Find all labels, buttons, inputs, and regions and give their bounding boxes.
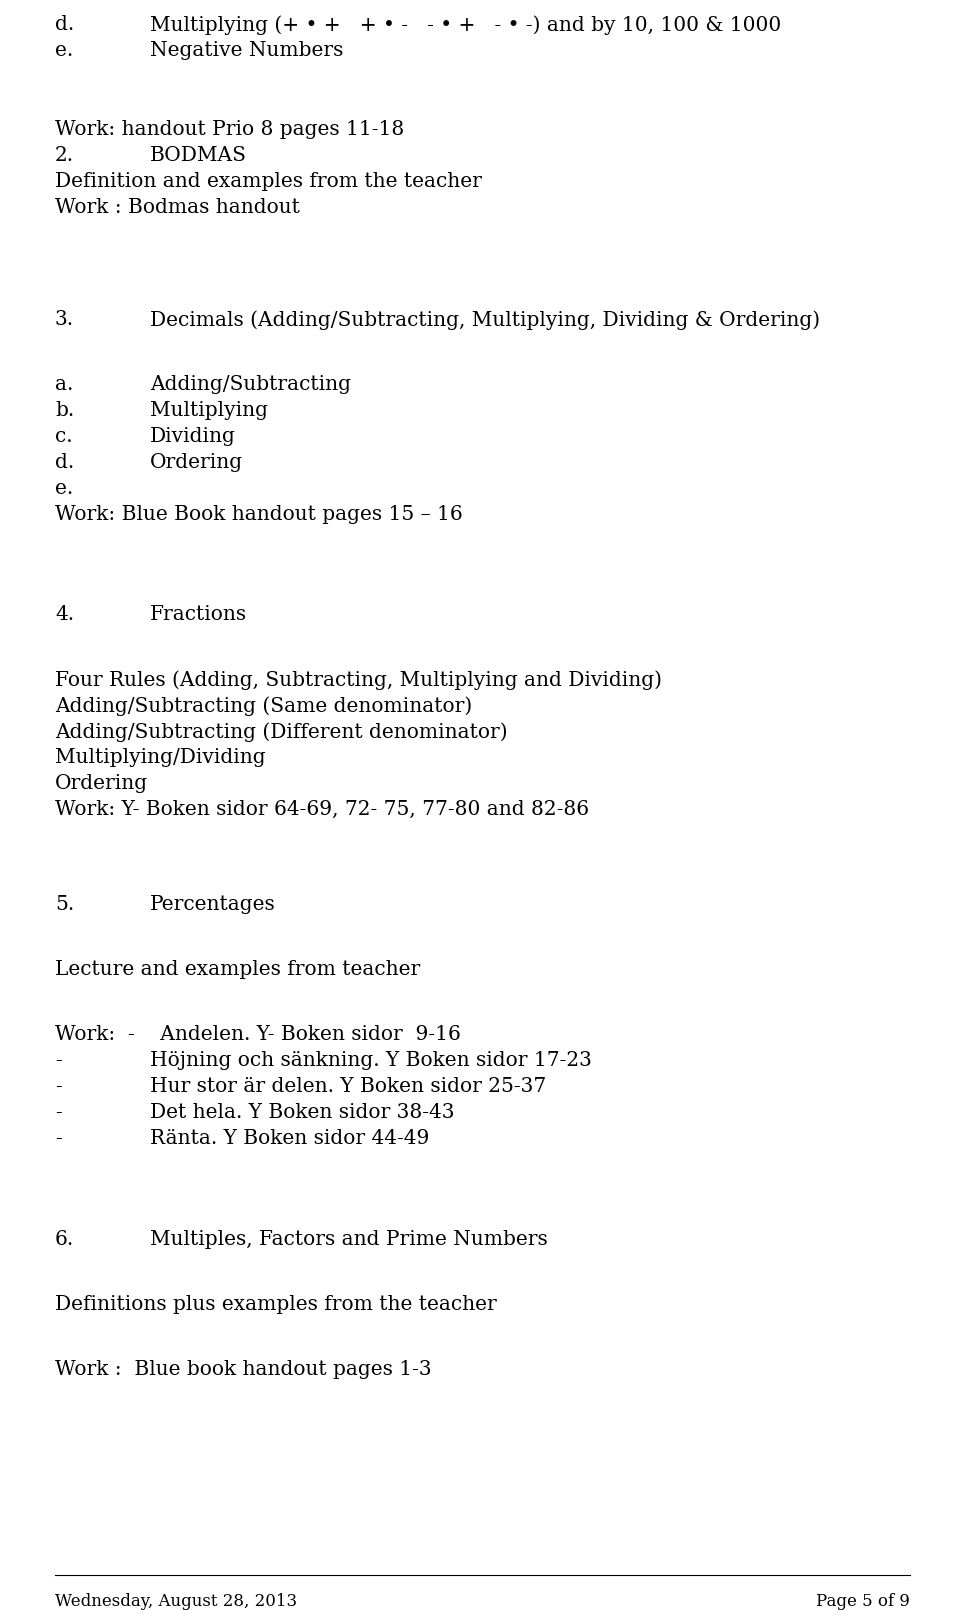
- Text: BODMAS: BODMAS: [150, 146, 247, 166]
- Text: e.: e.: [55, 41, 73, 60]
- Text: Ordering: Ordering: [150, 453, 243, 472]
- Text: Four Rules (Adding, Subtracting, Multiplying and Dividing): Four Rules (Adding, Subtracting, Multipl…: [55, 670, 662, 690]
- Text: Decimals (Adding/Subtracting, Multiplying, Dividing & Ordering): Decimals (Adding/Subtracting, Multiplyin…: [150, 310, 820, 329]
- Text: Det hela. Y Boken sidor 38-43: Det hela. Y Boken sidor 38-43: [150, 1104, 454, 1121]
- Text: Lecture and examples from teacher: Lecture and examples from teacher: [55, 959, 420, 979]
- Text: Multiplying/Dividing: Multiplying/Dividing: [55, 748, 266, 768]
- Text: a.: a.: [55, 375, 73, 394]
- Text: Höjning och sänkning. Y Boken sidor 17-23: Höjning och sänkning. Y Boken sidor 17-2…: [150, 1052, 592, 1070]
- Text: Ränta. Y Boken sidor 44-49: Ränta. Y Boken sidor 44-49: [150, 1130, 429, 1147]
- Text: Fractions: Fractions: [150, 605, 247, 623]
- Text: -: -: [55, 1052, 61, 1070]
- Text: 5.: 5.: [55, 894, 74, 914]
- Text: d.: d.: [55, 15, 74, 34]
- Text: -: -: [55, 1104, 61, 1121]
- Text: Adding/Subtracting: Adding/Subtracting: [150, 375, 351, 394]
- Text: b.: b.: [55, 401, 74, 420]
- Text: Multiples, Factors and Prime Numbers: Multiples, Factors and Prime Numbers: [150, 1230, 548, 1250]
- Text: Ordering: Ordering: [55, 774, 148, 794]
- Text: Definitions plus examples from the teacher: Definitions plus examples from the teach…: [55, 1295, 496, 1315]
- Text: -: -: [55, 1078, 61, 1096]
- Text: Adding/Subtracting (Same denominator): Adding/Subtracting (Same denominator): [55, 696, 472, 716]
- Text: Multiplying (+ • +   + • -   - • +   - • -) and by 10, 100 & 1000: Multiplying (+ • + + • - - • + - • -) an…: [150, 15, 781, 34]
- Text: Work :  Blue book handout pages 1-3: Work : Blue book handout pages 1-3: [55, 1360, 432, 1380]
- Text: Multiplying: Multiplying: [150, 401, 268, 420]
- Text: d.: d.: [55, 453, 74, 472]
- Text: 4.: 4.: [55, 605, 74, 623]
- Text: Wednesday, August 28, 2013: Wednesday, August 28, 2013: [55, 1594, 298, 1610]
- Text: Percentages: Percentages: [150, 894, 276, 914]
- Text: 6.: 6.: [55, 1230, 74, 1250]
- Text: 2.: 2.: [55, 146, 74, 166]
- Text: Dividing: Dividing: [150, 427, 236, 446]
- Text: Adding/Subtracting (Different denominator): Adding/Subtracting (Different denominato…: [55, 722, 508, 742]
- Text: Definition and examples from the teacher: Definition and examples from the teacher: [55, 172, 482, 192]
- Text: Page 5 of 9: Page 5 of 9: [816, 1594, 910, 1610]
- Text: c.: c.: [55, 427, 73, 446]
- Text: Work: handout Prio 8 pages 11-18: Work: handout Prio 8 pages 11-18: [55, 120, 404, 140]
- Text: Work : Bodmas handout: Work : Bodmas handout: [55, 198, 300, 217]
- Text: Work: Blue Book handout pages 15 – 16: Work: Blue Book handout pages 15 – 16: [55, 505, 463, 524]
- Text: -: -: [55, 1130, 61, 1147]
- Text: Work: Y- Boken sidor 64-69, 72- 75, 77-80 and 82-86: Work: Y- Boken sidor 64-69, 72- 75, 77-8…: [55, 800, 589, 820]
- Text: Work:  -    Andelen. Y- Boken sidor  9-16: Work: - Andelen. Y- Boken sidor 9-16: [55, 1026, 461, 1044]
- Text: Negative Numbers: Negative Numbers: [150, 41, 344, 60]
- Text: Hur stor är delen. Y Boken sidor 25-37: Hur stor är delen. Y Boken sidor 25-37: [150, 1078, 546, 1096]
- Text: 3.: 3.: [55, 310, 74, 329]
- Text: e.: e.: [55, 479, 73, 498]
